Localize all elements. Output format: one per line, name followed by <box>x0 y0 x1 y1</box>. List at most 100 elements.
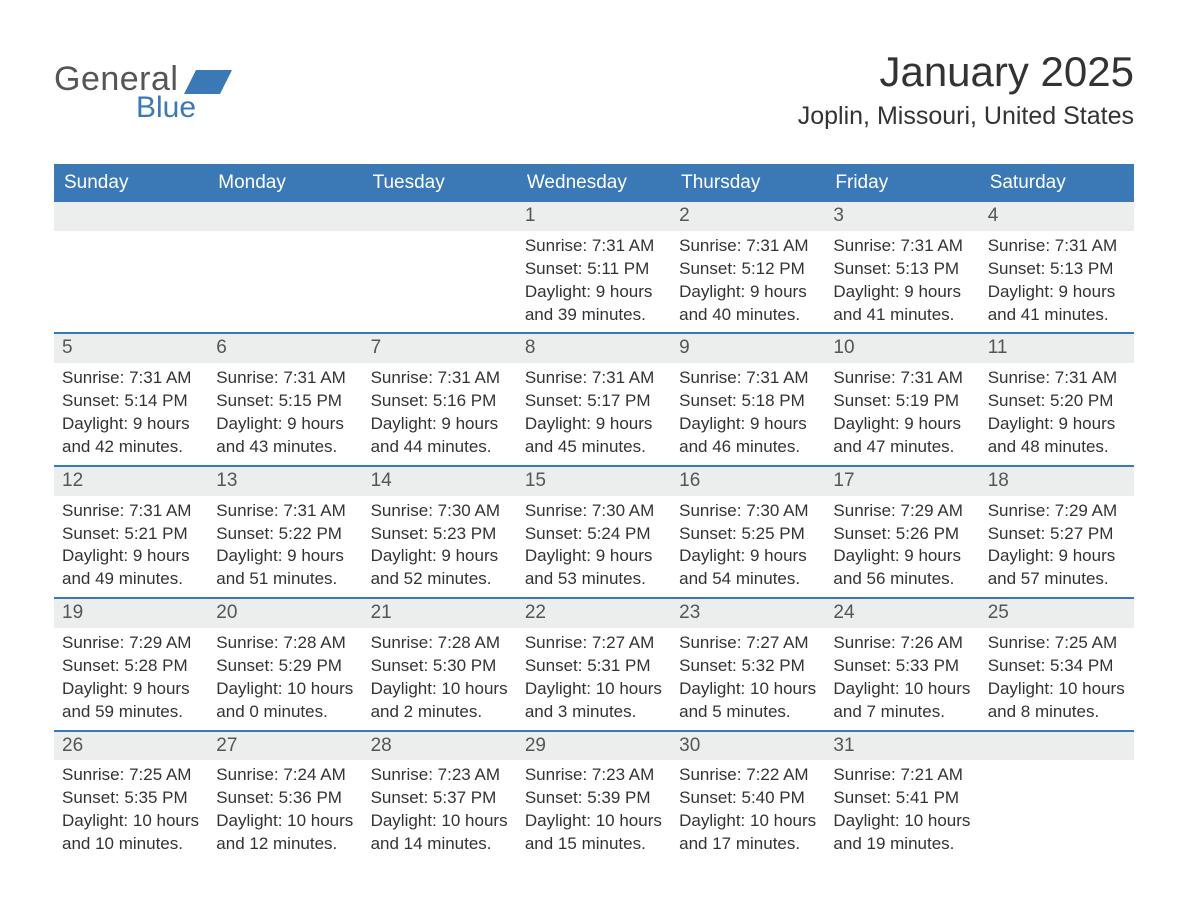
day-detail: Sunrise: 7:31 AMSunset: 5:15 PMDaylight:… <box>208 363 362 465</box>
sunrise-line: Sunrise: 7:24 AM <box>216 764 354 787</box>
day-number-bar: 27 <box>208 732 362 761</box>
day-detail: Sunrise: 7:27 AMSunset: 5:32 PMDaylight:… <box>671 628 825 730</box>
daylight-line: Daylight: 9 hours and 57 minutes. <box>988 545 1126 591</box>
day-number-bar: 19 <box>54 599 208 628</box>
sunrise-line: Sunrise: 7:31 AM <box>679 367 817 390</box>
day-detail: Sunrise: 7:31 AMSunset: 5:13 PMDaylight:… <box>980 231 1134 333</box>
sunset-line: Sunset: 5:16 PM <box>371 390 509 413</box>
sunset-line: Sunset: 5:30 PM <box>371 655 509 678</box>
weekday-header: Sunday <box>54 165 208 201</box>
sunrise-line: Sunrise: 7:25 AM <box>988 632 1126 655</box>
day-number-bar: 29 <box>517 732 671 761</box>
day-detail: Sunrise: 7:31 AMSunset: 5:17 PMDaylight:… <box>517 363 671 465</box>
calendar-week-row: 26Sunrise: 7:25 AMSunset: 5:35 PMDayligh… <box>54 731 1134 863</box>
sunrise-line: Sunrise: 7:27 AM <box>525 632 663 655</box>
calendar-day-cell: 19Sunrise: 7:29 AMSunset: 5:28 PMDayligh… <box>54 598 208 730</box>
daylight-line: Daylight: 9 hours and 56 minutes. <box>833 545 971 591</box>
page-header: General Blue January 2025 Joplin, Missou… <box>54 48 1134 148</box>
daylight-line: Daylight: 9 hours and 43 minutes. <box>216 413 354 459</box>
sunset-line: Sunset: 5:35 PM <box>62 787 200 810</box>
sunset-line: Sunset: 5:39 PM <box>525 787 663 810</box>
calendar-day-cell <box>980 731 1134 863</box>
calendar-day-cell: 29Sunrise: 7:23 AMSunset: 5:39 PMDayligh… <box>517 731 671 863</box>
daylight-line: Daylight: 9 hours and 44 minutes. <box>371 413 509 459</box>
calendar-day-cell: 14Sunrise: 7:30 AMSunset: 5:23 PMDayligh… <box>363 466 517 598</box>
sunset-line: Sunset: 5:27 PM <box>988 523 1126 546</box>
sunrise-line: Sunrise: 7:28 AM <box>216 632 354 655</box>
calendar-day-cell: 25Sunrise: 7:25 AMSunset: 5:34 PMDayligh… <box>980 598 1134 730</box>
day-detail: Sunrise: 7:29 AMSunset: 5:26 PMDaylight:… <box>825 496 979 598</box>
daylight-line: Daylight: 9 hours and 41 minutes. <box>833 281 971 327</box>
calendar-body: 1Sunrise: 7:31 AMSunset: 5:11 PMDaylight… <box>54 201 1134 863</box>
sunrise-line: Sunrise: 7:29 AM <box>62 632 200 655</box>
calendar-day-cell <box>54 201 208 333</box>
daylight-line: Daylight: 9 hours and 54 minutes. <box>679 545 817 591</box>
location-title: Joplin, Missouri, United States <box>798 102 1134 131</box>
daylight-line: Daylight: 10 hours and 0 minutes. <box>216 678 354 724</box>
day-number-bar <box>980 732 1134 761</box>
calendar-day-cell: 9Sunrise: 7:31 AMSunset: 5:18 PMDaylight… <box>671 333 825 465</box>
day-number-bar <box>54 202 208 231</box>
month-title: January 2025 <box>798 48 1134 96</box>
calendar-day-cell: 5Sunrise: 7:31 AMSunset: 5:14 PMDaylight… <box>54 333 208 465</box>
day-detail: Sunrise: 7:31 AMSunset: 5:21 PMDaylight:… <box>54 496 208 598</box>
day-detail: Sunrise: 7:31 AMSunset: 5:22 PMDaylight:… <box>208 496 362 598</box>
sunrise-line: Sunrise: 7:22 AM <box>679 764 817 787</box>
day-detail: Sunrise: 7:31 AMSunset: 5:11 PMDaylight:… <box>517 231 671 333</box>
day-detail: Sunrise: 7:21 AMSunset: 5:41 PMDaylight:… <box>825 760 979 862</box>
weekday-header-row: SundayMondayTuesdayWednesdayThursdayFrid… <box>54 165 1134 201</box>
calendar-day-cell: 22Sunrise: 7:27 AMSunset: 5:31 PMDayligh… <box>517 598 671 730</box>
calendar-day-cell: 23Sunrise: 7:27 AMSunset: 5:32 PMDayligh… <box>671 598 825 730</box>
sunset-line: Sunset: 5:23 PM <box>371 523 509 546</box>
day-number-bar: 18 <box>980 467 1134 496</box>
day-number-bar: 7 <box>363 334 517 363</box>
day-number-bar <box>208 202 362 231</box>
sunset-line: Sunset: 5:22 PM <box>216 523 354 546</box>
calendar-day-cell: 6Sunrise: 7:31 AMSunset: 5:15 PMDaylight… <box>208 333 362 465</box>
day-detail: Sunrise: 7:24 AMSunset: 5:36 PMDaylight:… <box>208 760 362 862</box>
daylight-line: Daylight: 9 hours and 49 minutes. <box>62 545 200 591</box>
calendar-day-cell: 2Sunrise: 7:31 AMSunset: 5:12 PMDaylight… <box>671 201 825 333</box>
day-detail: Sunrise: 7:28 AMSunset: 5:29 PMDaylight:… <box>208 628 362 730</box>
calendar-week-row: 12Sunrise: 7:31 AMSunset: 5:21 PMDayligh… <box>54 466 1134 598</box>
sunrise-line: Sunrise: 7:29 AM <box>833 500 971 523</box>
sunset-line: Sunset: 5:33 PM <box>833 655 971 678</box>
sunset-line: Sunset: 5:40 PM <box>679 787 817 810</box>
sunset-line: Sunset: 5:11 PM <box>525 258 663 281</box>
calendar-day-cell: 7Sunrise: 7:31 AMSunset: 5:16 PMDaylight… <box>363 333 517 465</box>
calendar-day-cell: 26Sunrise: 7:25 AMSunset: 5:35 PMDayligh… <box>54 731 208 863</box>
sunrise-line: Sunrise: 7:30 AM <box>679 500 817 523</box>
day-detail: Sunrise: 7:22 AMSunset: 5:40 PMDaylight:… <box>671 760 825 862</box>
daylight-line: Daylight: 9 hours and 46 minutes. <box>679 413 817 459</box>
day-detail: Sunrise: 7:31 AMSunset: 5:12 PMDaylight:… <box>671 231 825 333</box>
day-detail: Sunrise: 7:31 AMSunset: 5:13 PMDaylight:… <box>825 231 979 333</box>
daylight-line: Daylight: 9 hours and 53 minutes. <box>525 545 663 591</box>
day-number-bar <box>363 202 517 231</box>
weekday-header: Monday <box>208 165 362 201</box>
daylight-line: Daylight: 9 hours and 51 minutes. <box>216 545 354 591</box>
sunrise-line: Sunrise: 7:30 AM <box>525 500 663 523</box>
sunrise-line: Sunrise: 7:23 AM <box>371 764 509 787</box>
calendar-table: SundayMondayTuesdayWednesdayThursdayFrid… <box>54 164 1134 863</box>
day-number-bar: 4 <box>980 202 1134 231</box>
calendar-day-cell: 21Sunrise: 7:28 AMSunset: 5:30 PMDayligh… <box>363 598 517 730</box>
sunset-line: Sunset: 5:12 PM <box>679 258 817 281</box>
daylight-line: Daylight: 9 hours and 39 minutes. <box>525 281 663 327</box>
sunset-line: Sunset: 5:17 PM <box>525 390 663 413</box>
sunrise-line: Sunrise: 7:31 AM <box>525 235 663 258</box>
calendar-day-cell: 18Sunrise: 7:29 AMSunset: 5:27 PMDayligh… <box>980 466 1134 598</box>
daylight-line: Daylight: 9 hours and 40 minutes. <box>679 281 817 327</box>
day-number-bar: 22 <box>517 599 671 628</box>
sunset-line: Sunset: 5:28 PM <box>62 655 200 678</box>
day-number-bar: 8 <box>517 334 671 363</box>
daylight-line: Daylight: 10 hours and 15 minutes. <box>525 810 663 856</box>
calendar-day-cell: 13Sunrise: 7:31 AMSunset: 5:22 PMDayligh… <box>208 466 362 598</box>
sunrise-line: Sunrise: 7:27 AM <box>679 632 817 655</box>
sunset-line: Sunset: 5:37 PM <box>371 787 509 810</box>
calendar-day-cell: 3Sunrise: 7:31 AMSunset: 5:13 PMDaylight… <box>825 201 979 333</box>
day-number-bar: 14 <box>363 467 517 496</box>
sunrise-line: Sunrise: 7:31 AM <box>679 235 817 258</box>
calendar-page: General Blue January 2025 Joplin, Missou… <box>0 0 1188 903</box>
sunset-line: Sunset: 5:32 PM <box>679 655 817 678</box>
day-number-bar: 5 <box>54 334 208 363</box>
